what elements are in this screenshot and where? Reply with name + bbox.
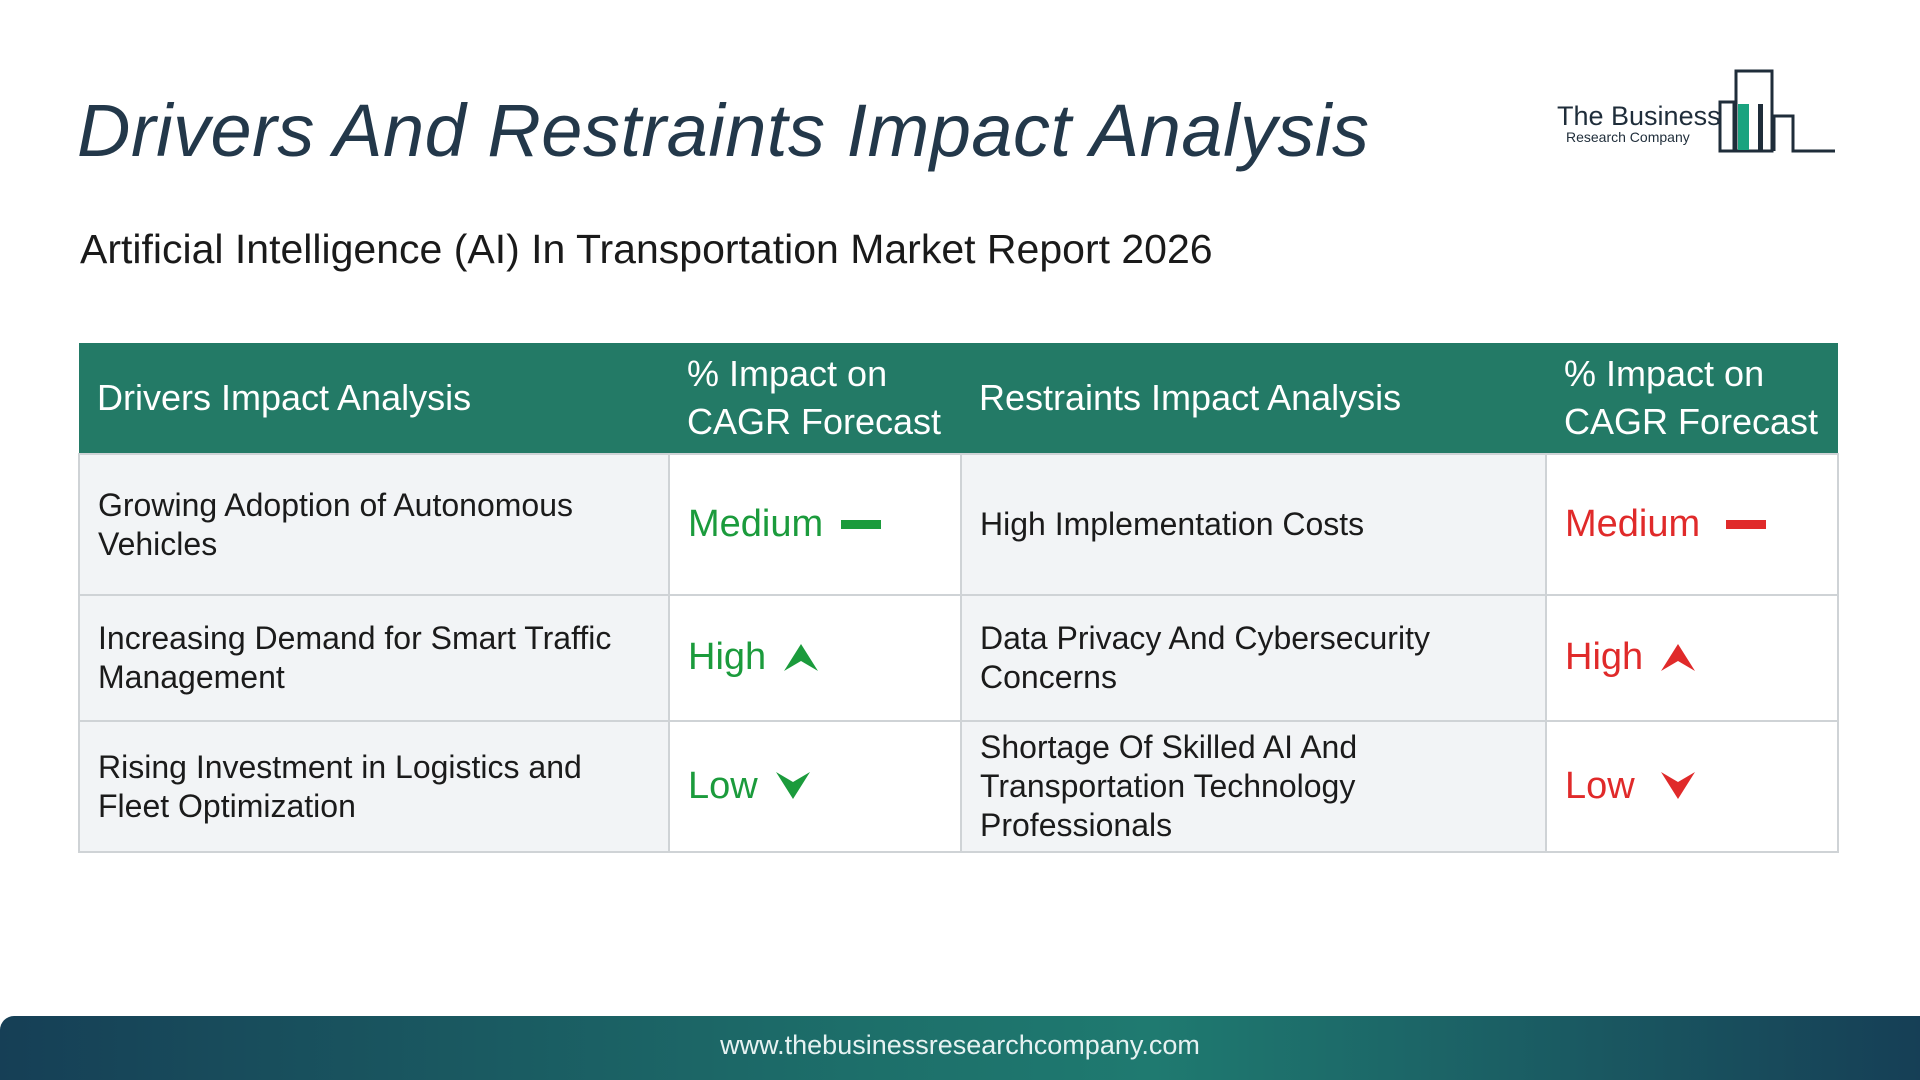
report-subtitle: Artificial Intelligence (AI) In Transpor… [80, 226, 1213, 272]
driver-impact: High [688, 636, 819, 678]
table-row: Growing Adoption of Autonomous Vehicles … [78, 453, 1839, 596]
driver-name: Rising Investment in Logistics and Fleet… [78, 720, 670, 853]
driver-name: Increasing Demand for Smart Traffic Mana… [78, 594, 670, 722]
logo-text: The Business [1557, 101, 1721, 131]
footer-bar: www.thebusinessresearchcompany.com [0, 1016, 1920, 1080]
driver-impact-label: Medium [688, 502, 824, 545]
driver-impact: Medium [688, 502, 882, 545]
logo-buildings-icon [1718, 69, 1835, 153]
header-restraints-impact: % Impact on CAGR Forecast [1546, 343, 1838, 454]
arrow-up-icon [1661, 643, 1696, 671]
restraint-impact-cell: Low [1545, 720, 1839, 853]
footer-url-link[interactable]: www.thebusinessresearchcompany.com [720, 1030, 1200, 1060]
table-row: Rising Investment in Logistics and Fleet… [78, 720, 1839, 853]
logo-subtext: Research Company [1566, 129, 1690, 145]
restraint-impact: Medium [1565, 502, 1767, 545]
impact-table: Drivers Impact Analysis % Impact on CAGR… [78, 343, 1839, 853]
driver-impact-cell: Medium [668, 453, 962, 596]
driver-impact-cell: High [668, 594, 962, 722]
restraint-name: Data Privacy And Cybersecurity Concerns [960, 594, 1547, 722]
header-restraints: Restraints Impact Analysis [961, 343, 1546, 454]
restraint-name: Shortage Of Skilled AI And Transportatio… [960, 720, 1547, 853]
arrow-down-icon [775, 772, 810, 799]
driver-impact-label: High [688, 636, 767, 678]
restraint-impact: High [1565, 636, 1696, 678]
driver-name: Growing Adoption of Autonomous Vehicles [78, 453, 670, 596]
driver-impact-label: Low [688, 764, 758, 807]
header-drivers: Drivers Impact Analysis [79, 343, 669, 454]
restraint-impact-cell: Medium [1545, 453, 1839, 596]
page-title: Drivers And Restraints Impact Analysis [77, 89, 1370, 172]
driver-impact-cell: Low [668, 720, 962, 853]
dash-icon [841, 520, 882, 529]
driver-impact: Low [688, 764, 810, 807]
table-row: Increasing Demand for Smart Traffic Mana… [78, 594, 1839, 722]
restraint-impact: Low [1565, 764, 1695, 807]
restraint-impact-label: High [1565, 636, 1644, 678]
company-logo: The Business Research Company [1550, 66, 1840, 158]
arrow-up-icon [784, 643, 819, 671]
restraint-impact-label: Medium [1565, 502, 1701, 545]
header-drivers-impact: % Impact on CAGR Forecast [669, 343, 961, 454]
restraint-impact-label: Low [1565, 764, 1635, 807]
table-header-row: Drivers Impact Analysis % Impact on CAGR… [79, 343, 1838, 454]
arrow-down-icon [1660, 772, 1695, 799]
dash-icon [1726, 520, 1767, 529]
restraint-impact-cell: High [1545, 594, 1839, 722]
restraint-name: High Implementation Costs [960, 453, 1547, 596]
